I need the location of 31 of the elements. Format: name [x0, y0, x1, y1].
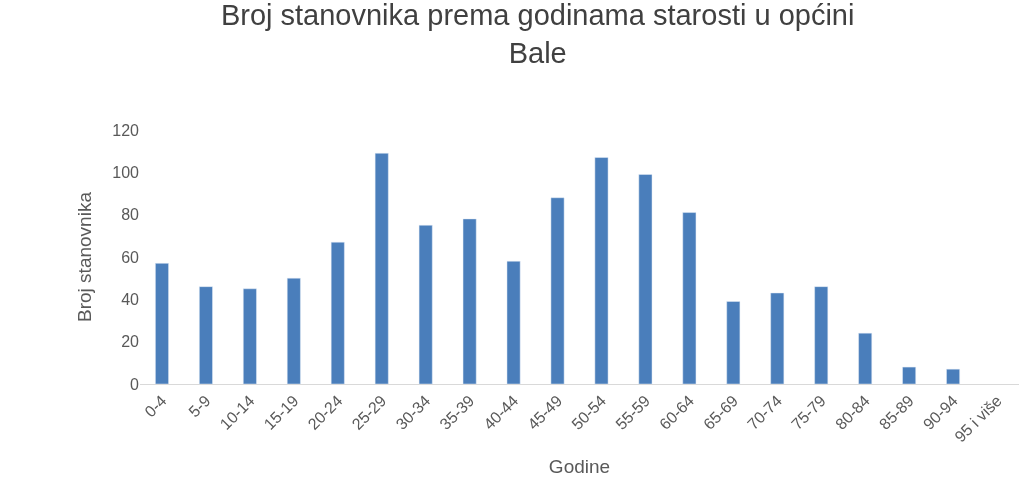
y-tick-label: 40 [121, 290, 140, 308]
bar [286, 277, 301, 384]
bar [506, 260, 521, 384]
bar [770, 292, 785, 384]
bar [814, 286, 829, 384]
x-tick-label: 5-9 [185, 391, 214, 421]
bar [462, 218, 477, 384]
bar [858, 332, 873, 384]
bar [726, 301, 741, 384]
bar [946, 368, 960, 384]
bar [243, 288, 257, 384]
bar [594, 157, 609, 384]
y-tick-label: 60 [121, 248, 140, 266]
chart-title: Broj stanovnika prema godinama starosti u općini Bale [220, 0, 855, 69]
y-tick-label: 0 [130, 375, 140, 393]
y-tick-label: 80 [121, 206, 140, 224]
y-axis-title: Broj stanovnika [74, 191, 96, 322]
bar [682, 212, 697, 384]
bar [418, 225, 433, 384]
y-tick-label: 120 [112, 121, 140, 139]
x-tick-label: 0-4 [141, 391, 170, 421]
bar [199, 286, 213, 384]
bar [550, 197, 565, 384]
y-tick-label: 20 [121, 333, 140, 351]
x-axis-title: Godine [548, 456, 611, 478]
bar [374, 153, 389, 384]
bar [155, 263, 169, 384]
bar [330, 241, 345, 384]
bar [638, 174, 653, 384]
bar [902, 366, 916, 384]
y-tick-label: 100 [112, 163, 140, 181]
